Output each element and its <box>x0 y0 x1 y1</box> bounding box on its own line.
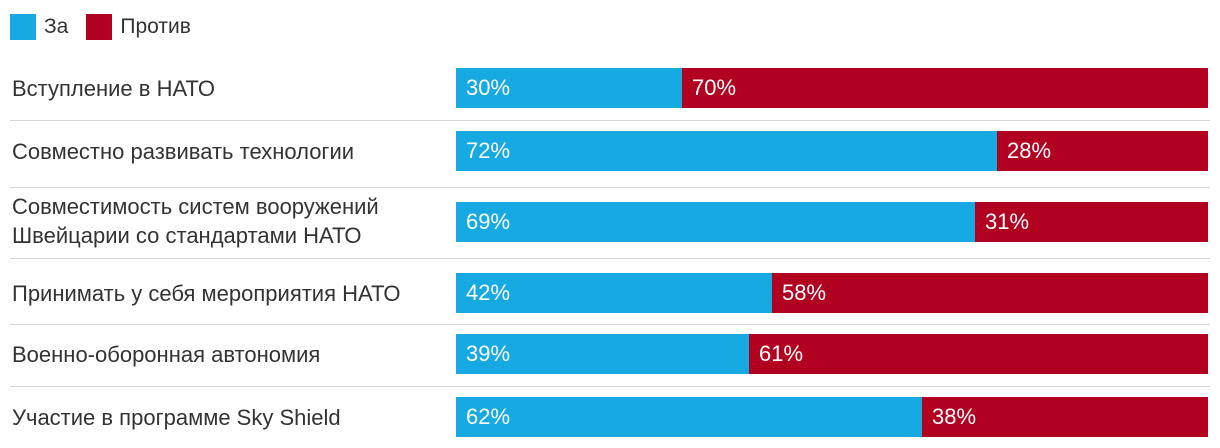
category-label: Участие в программе Sky Shield <box>12 404 341 430</box>
category-label: Совместимость систем вооружений Швейцарии… <box>12 194 379 248</box>
data-label: 58% <box>782 280 827 305</box>
bar-segment-for: 42% <box>456 273 772 313</box>
bar-segment-against: 58% <box>772 273 1208 313</box>
category-label: Военно-оборонная автономия <box>12 341 321 367</box>
row-divider <box>10 386 1210 387</box>
data-label: 38% <box>932 404 977 429</box>
row-divider <box>10 120 1210 121</box>
legend-swatch-for <box>10 14 36 40</box>
bar-segment-against: 61% <box>749 334 1208 374</box>
data-label: 61% <box>759 341 804 366</box>
legend-item-for: За <box>10 14 68 40</box>
data-label: 69% <box>466 209 511 234</box>
data-label: 72% <box>466 138 511 163</box>
data-label: 30% <box>466 75 511 100</box>
category-label: Вступление в НАТО <box>12 75 215 101</box>
bar-segment-for: 62% <box>456 397 922 437</box>
legend-item-against: Против <box>86 14 191 40</box>
bar-segment-against: 28% <box>997 131 1208 171</box>
category-label: Совместно развивать технологии <box>12 138 355 164</box>
bar-segment-for: 72% <box>456 131 997 171</box>
legend-label-against: Против <box>120 15 191 38</box>
data-label: 42% <box>466 280 511 305</box>
bar-segment-for: 30% <box>456 68 682 108</box>
data-label: 39% <box>466 341 511 366</box>
row-divider <box>10 324 1210 325</box>
legend-label-for: За <box>44 15 69 38</box>
data-label: 28% <box>1007 138 1052 163</box>
bar-segment-against: 38% <box>922 397 1208 437</box>
row-divider <box>10 187 1210 188</box>
category-label: Принимать у себя мероприятия НАТО <box>12 280 401 306</box>
data-label: 70% <box>692 75 737 100</box>
row-divider <box>10 258 1210 259</box>
bar-segment-against: 70% <box>682 68 1208 108</box>
legend: За Против <box>10 14 191 40</box>
bar-segment-for: 39% <box>456 334 749 374</box>
data-label: 31% <box>985 209 1030 234</box>
legend-swatch-against <box>86 14 113 40</box>
bar-segment-against: 31% <box>975 202 1208 242</box>
data-label: 62% <box>466 404 511 429</box>
bar-segment-for: 69% <box>456 202 975 242</box>
